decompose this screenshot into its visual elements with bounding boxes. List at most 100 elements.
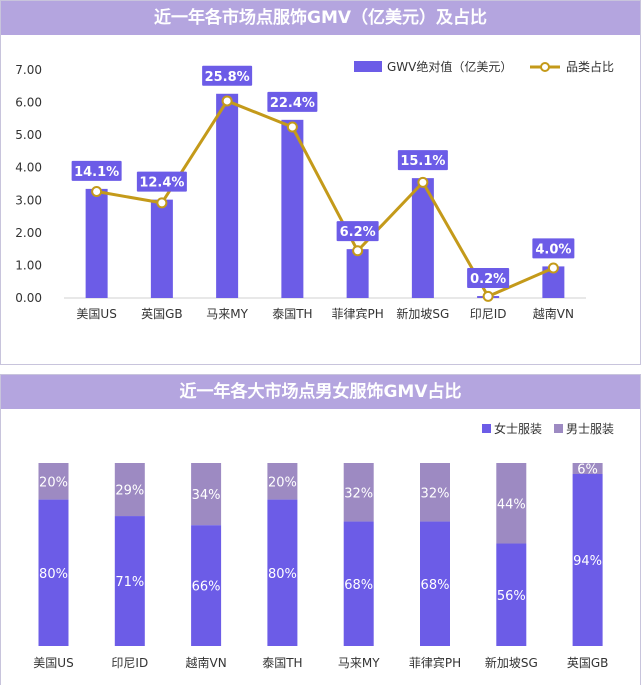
share-label: 6.2% bbox=[340, 225, 376, 240]
male-share-label: 20% bbox=[39, 475, 68, 490]
x-tick-label: 新加坡SG bbox=[485, 655, 538, 670]
share-label-box bbox=[336, 221, 379, 242]
gmv-bar bbox=[411, 178, 434, 298]
male-share-label: 32% bbox=[421, 486, 450, 501]
female-share-label: 68% bbox=[421, 578, 450, 593]
share-label-box bbox=[397, 150, 448, 171]
x-tick-label: 越南VN bbox=[186, 655, 227, 670]
female-share-label: 80% bbox=[39, 567, 68, 582]
legend-swatch-male bbox=[554, 424, 563, 433]
x-tick-label: 马来MY bbox=[338, 656, 380, 670]
x-tick-label: 印尼ID bbox=[470, 307, 507, 321]
y-tick-label: 0.00 bbox=[15, 291, 42, 305]
y-tick-label: 4.00 bbox=[15, 161, 42, 175]
x-tick-label: 泰国TH bbox=[272, 307, 312, 321]
share-point bbox=[482, 290, 494, 302]
female-segment bbox=[496, 543, 527, 646]
male-share-label: 20% bbox=[268, 475, 297, 490]
female-share-label: 56% bbox=[497, 589, 526, 604]
legend-label-gmv: GWV绝对值（亿美元） bbox=[387, 59, 512, 74]
male-share-label: 44% bbox=[497, 497, 526, 512]
gmv-chart: 0.00 1.00 2.00 3.00 4.00 5.00 6.00 7.00 美国US 英国GB… bbox=[15, 59, 614, 321]
y-tick-label: 3.00 bbox=[15, 193, 42, 207]
male-segment bbox=[267, 463, 298, 500]
female-segment bbox=[38, 499, 69, 646]
y-tick-label: 7.00 bbox=[15, 63, 42, 77]
chart-title-gmv: 近一年各市场点服饰GMV（亿美元）及占比 bbox=[1, 1, 640, 35]
share-label-box bbox=[202, 65, 253, 86]
y-tick-label: 6.00 bbox=[15, 96, 42, 110]
share-label: 4.0% bbox=[535, 242, 571, 257]
x-tick-label: 新加坡SG bbox=[396, 306, 449, 321]
share-label-box bbox=[136, 171, 187, 192]
x-tick-label: 马来MY bbox=[206, 307, 248, 321]
gmv-bar bbox=[216, 93, 239, 298]
gmv-bar bbox=[346, 249, 369, 298]
male-segment bbox=[572, 463, 603, 474]
gmv-bar bbox=[85, 188, 108, 298]
share-label-box bbox=[71, 160, 122, 181]
chart-panel-gmv: 近一年各市场点服饰GMV（亿美元）及占比 bbox=[0, 0, 641, 365]
y-tick-label: 1.00 bbox=[15, 258, 42, 272]
share-point bbox=[91, 185, 103, 197]
female-share-label: 68% bbox=[344, 578, 373, 593]
legend-marker-share bbox=[540, 62, 550, 72]
gmv-bar bbox=[542, 266, 565, 298]
share-point bbox=[547, 262, 559, 274]
male-share-label: 29% bbox=[115, 484, 144, 499]
share-point bbox=[156, 197, 168, 209]
share-label: 14.1% bbox=[74, 165, 119, 180]
female-share-label: 80% bbox=[268, 567, 297, 582]
share-point bbox=[352, 245, 364, 257]
male-share-label: 32% bbox=[344, 486, 373, 501]
gender-chart: 20% 80% 美国US 29% 71% 印尼ID 34% 66% 越南VN 20% 80% 泰国TH… bbox=[33, 421, 614, 670]
x-tick-label: 菲律宾PH bbox=[331, 306, 383, 321]
male-segment bbox=[343, 463, 374, 522]
male-segment bbox=[38, 463, 69, 500]
female-segment bbox=[114, 516, 145, 646]
x-tick-label: 英国GB bbox=[141, 307, 183, 321]
male-segment bbox=[420, 463, 450, 522]
share-label: 15.1% bbox=[400, 154, 445, 169]
male-segment bbox=[114, 463, 145, 517]
share-label: 12.4% bbox=[139, 176, 184, 191]
gmv-bar bbox=[150, 199, 173, 298]
share-point bbox=[286, 121, 298, 133]
share-label: 22.4% bbox=[270, 96, 315, 111]
male-segment bbox=[496, 463, 527, 544]
legend-label-share: 品类占比 bbox=[566, 59, 614, 74]
x-tick-label: 泰国TH bbox=[262, 656, 302, 670]
x-tick-label: 美国US bbox=[76, 307, 116, 321]
female-segment bbox=[572, 473, 603, 646]
male-segment bbox=[191, 463, 222, 526]
y-tick-label: 2.00 bbox=[15, 226, 42, 240]
x-tick-label: 英国GB bbox=[567, 656, 609, 670]
female-segment bbox=[420, 521, 450, 646]
chart-title-gender: 近一年各大市场点男女服饰GMV占比 bbox=[1, 375, 640, 409]
female-share-label: 66% bbox=[192, 580, 221, 595]
chart-panel-gender: 近一年各大市场点男女服饰GMV占比 bbox=[0, 374, 641, 685]
share-label-box bbox=[467, 268, 510, 289]
x-tick-label: 印尼ID bbox=[111, 656, 148, 670]
legend-label-female: 女士服装 bbox=[494, 421, 542, 436]
x-tick-label: 菲律宾PH bbox=[409, 655, 461, 670]
female-share-label: 71% bbox=[115, 575, 144, 590]
legend-label-male: 男士服装 bbox=[566, 422, 614, 436]
x-tick-label: 美国US bbox=[33, 656, 73, 670]
female-segment bbox=[267, 499, 298, 646]
share-point bbox=[221, 95, 233, 107]
gmv-bar bbox=[281, 119, 304, 298]
female-segment bbox=[191, 525, 222, 646]
legend-swatch-gmv bbox=[354, 61, 382, 72]
female-share-label: 94% bbox=[573, 554, 602, 569]
y-tick-label: 5.00 bbox=[15, 128, 42, 142]
female-segment bbox=[343, 521, 374, 646]
male-share-label: 6% bbox=[577, 462, 598, 477]
share-label: 0.2% bbox=[470, 272, 506, 287]
share-point bbox=[417, 176, 429, 188]
share-label-box bbox=[267, 91, 318, 112]
share-label: 25.8% bbox=[205, 70, 250, 85]
share-label-box bbox=[532, 238, 575, 259]
male-share-label: 34% bbox=[192, 488, 221, 503]
x-tick-label: 越南VN bbox=[533, 306, 574, 321]
